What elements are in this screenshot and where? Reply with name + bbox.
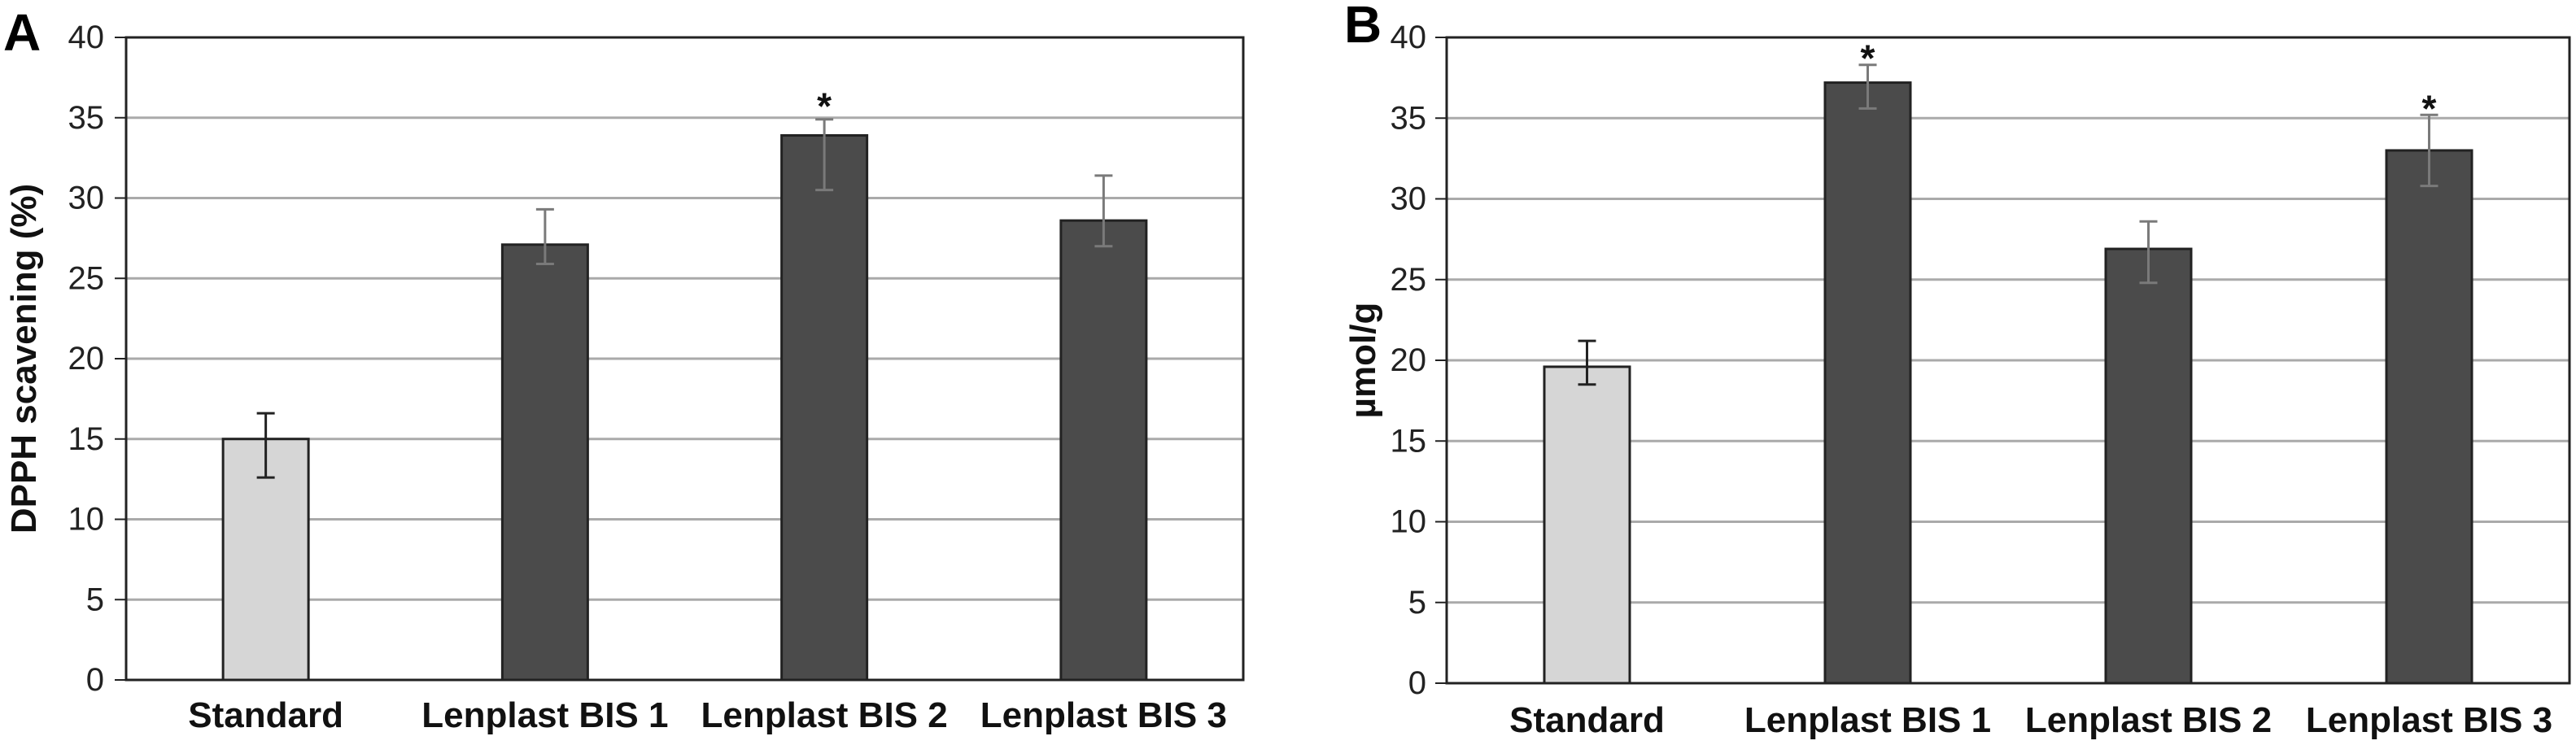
panel-letter: A bbox=[3, 3, 41, 62]
y-tick-label: 10 bbox=[1391, 504, 1427, 540]
bar bbox=[221, 438, 310, 682]
bar bbox=[1823, 81, 1912, 685]
x-category-label: Lenplast BIS 3 bbox=[980, 695, 1227, 735]
y-tick-label: 5 bbox=[86, 582, 104, 617]
y-tick-label: 30 bbox=[1391, 181, 1427, 217]
bar bbox=[1059, 219, 1148, 682]
y-tick-label: 0 bbox=[86, 662, 104, 698]
x-category-label: Lenplast BIS 1 bbox=[421, 695, 668, 735]
y-tick-label: 15 bbox=[1391, 423, 1427, 459]
y-tick-label: 40 bbox=[68, 20, 105, 55]
y-tick-label: 0 bbox=[1408, 665, 1426, 701]
significance-marker: * bbox=[2422, 87, 2437, 129]
y-axis-title: µmol/g bbox=[1343, 303, 1383, 419]
y-tick-label: 5 bbox=[1408, 585, 1426, 621]
x-category-label: Standard bbox=[1509, 700, 1665, 740]
y-tick-label: 40 bbox=[1391, 20, 1427, 55]
panel-b: 0 5 10 15 20 25 30 35 40 Standard * Lenplast BIS 1 L… bbox=[1343, 0, 2571, 740]
bar bbox=[500, 243, 589, 682]
y-tick-label: 10 bbox=[68, 502, 105, 538]
y-tick-label: 20 bbox=[68, 341, 105, 377]
x-category-label: Lenplast BIS 3 bbox=[2306, 700, 2552, 740]
panel-letter: B bbox=[1344, 0, 1382, 54]
x-category-label: Standard bbox=[188, 695, 343, 735]
bar bbox=[780, 133, 869, 682]
y-axis-title: DPPH scavening (%) bbox=[4, 184, 44, 534]
bar bbox=[2104, 247, 2193, 685]
y-tick-label: 25 bbox=[1391, 262, 1427, 298]
y-tick-label: 35 bbox=[68, 100, 105, 136]
y-tick-label: 15 bbox=[68, 421, 105, 457]
y-tick-label: 20 bbox=[1391, 342, 1427, 378]
x-category-label: Lenplast BIS 2 bbox=[2025, 700, 2272, 740]
x-category-label: Lenplast BIS 1 bbox=[1744, 700, 1991, 740]
significance-marker: * bbox=[817, 85, 832, 128]
plot-frame bbox=[124, 36, 1245, 682]
panel-a: 0 5 10 15 20 25 30 35 40 Standard Lenplast BIS 1 * L… bbox=[3, 3, 1245, 735]
y-tick-label: 30 bbox=[68, 181, 105, 216]
bar bbox=[2385, 149, 2473, 685]
significance-marker: * bbox=[1861, 37, 1875, 80]
plot-frame bbox=[1445, 36, 2571, 685]
y-tick-label: 35 bbox=[1391, 100, 1427, 136]
bar bbox=[1543, 365, 1631, 685]
y-tick-label: 25 bbox=[68, 260, 105, 296]
x-category-label: Lenplast BIS 2 bbox=[701, 695, 948, 735]
